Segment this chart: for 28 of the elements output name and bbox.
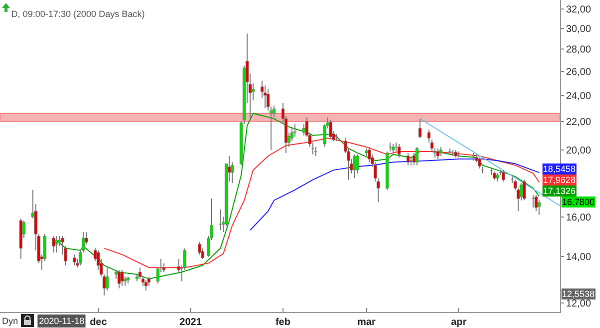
y-tick-label: 22,00	[566, 116, 592, 128]
annotation: 16,7800	[562, 197, 595, 207]
text: 12,5538	[562, 289, 595, 299]
x-tick-label: feb	[275, 317, 290, 328]
text: D, 09:00-17:30 (2000 Days Back)	[11, 9, 145, 20]
data-label: 17,9628	[543, 175, 576, 185]
candlestick	[386, 150, 389, 190]
y-tick-label: 28,00	[566, 44, 592, 56]
y-tick-label: 16,00	[566, 212, 592, 224]
line-series	[104, 138, 540, 268]
y-tick-label: 20,00	[566, 145, 592, 156]
data-label: 17,1326	[543, 186, 576, 196]
candlestick	[522, 179, 526, 201]
y-tick-label: 26,00	[566, 66, 592, 78]
text: Dyn	[2, 316, 18, 326]
x-tick-label: mar	[357, 317, 376, 328]
text: 2020-11-18	[39, 316, 84, 326]
y-tick-label: 14,00	[566, 252, 592, 264]
x-tick-label: dec	[90, 317, 108, 328]
y-tick-label: 12,00	[566, 298, 592, 310]
y-tick-label: 24,00	[566, 90, 592, 102]
candlestick	[314, 146, 318, 156]
x-tick-label: apr	[450, 317, 467, 328]
candlestick	[534, 194, 538, 212]
y-tick-label: 30,00	[566, 24, 592, 36]
y-tick-label: 32,00	[566, 4, 592, 16]
data-label: 18,5458	[543, 164, 576, 174]
x-tick-label: 2021	[180, 317, 202, 328]
